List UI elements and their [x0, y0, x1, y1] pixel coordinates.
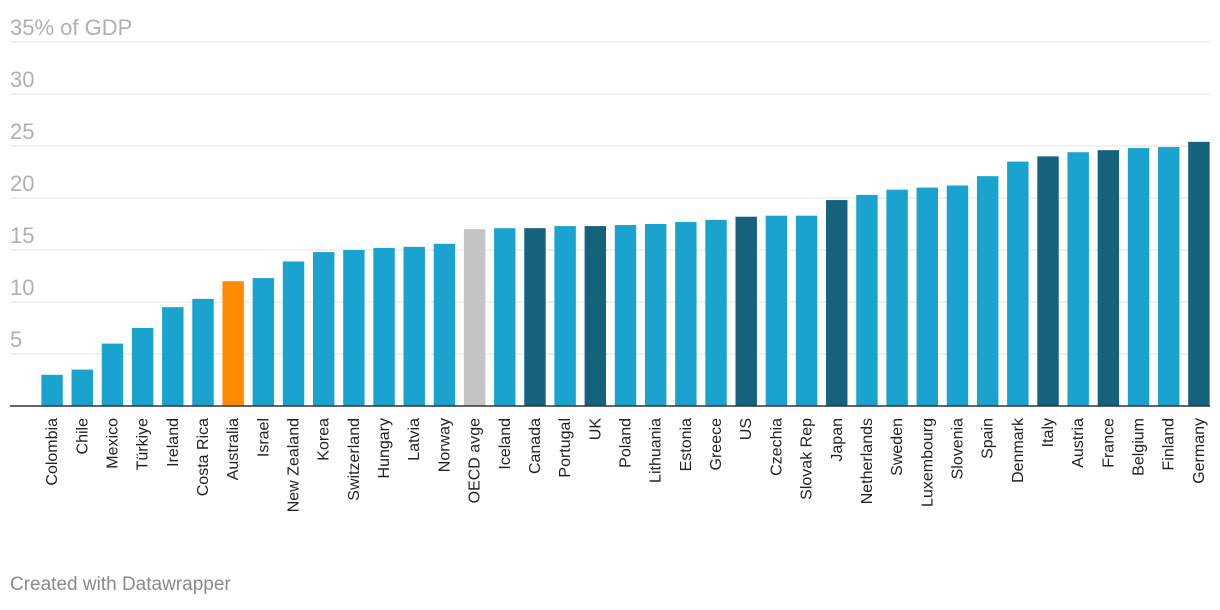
category-label: Estonia	[678, 418, 695, 471]
bar	[826, 200, 848, 406]
bar	[1188, 141, 1210, 406]
bar	[675, 221, 697, 406]
grid-lines	[10, 41, 1210, 355]
y-tick-label: 25	[10, 119, 34, 144]
bar	[1158, 147, 1180, 407]
category-label: Colombia	[44, 418, 61, 486]
category-label: Austria	[1070, 418, 1087, 468]
bar	[584, 226, 607, 406]
category-label: Greece	[708, 418, 725, 471]
category-label: Mexico	[104, 418, 121, 469]
category-label: France	[1100, 418, 1117, 468]
bar	[705, 219, 727, 406]
category-label: Canada	[527, 418, 544, 474]
bar	[886, 189, 908, 406]
category-label: Slovenia	[949, 418, 966, 479]
bar	[765, 215, 788, 406]
category-label: Korea	[316, 418, 333, 461]
category-label: Czechia	[768, 418, 785, 476]
category-label: Portugal	[557, 418, 574, 478]
category-label: Sweden	[889, 418, 906, 476]
bar	[192, 298, 214, 406]
category-label: Ireland	[165, 418, 182, 467]
category-label: Iceland	[497, 418, 514, 470]
category-label: Israel	[255, 418, 272, 457]
y-tick-label: 20	[10, 171, 34, 196]
bars	[41, 141, 1210, 407]
category-label: Japan	[829, 418, 846, 462]
y-tick-label: 10	[10, 275, 34, 300]
bar	[1007, 161, 1029, 406]
category-label: Netherlands	[859, 418, 876, 504]
category-label: Australia	[225, 418, 242, 480]
category-label: Slovak Rep	[799, 418, 816, 500]
bar	[41, 374, 63, 406]
bar	[644, 224, 667, 406]
bar	[735, 216, 757, 406]
bar	[312, 252, 335, 406]
bar	[162, 307, 184, 406]
category-label: Luxembourg	[919, 418, 936, 507]
bar	[976, 176, 999, 406]
bar	[131, 328, 154, 406]
bar	[403, 246, 425, 406]
bar	[343, 250, 365, 406]
category-label: Belgium	[1131, 418, 1148, 476]
credit-text: Created with Datawrapper	[10, 574, 231, 595]
category-label: Germany	[1191, 418, 1208, 484]
category-label: Hungary	[376, 418, 393, 478]
bar	[554, 226, 576, 406]
category-label: Norway	[436, 418, 453, 472]
bar	[614, 225, 637, 406]
category-label: Switzerland	[346, 418, 363, 501]
bar	[101, 343, 124, 406]
y-tick-label: 5	[10, 327, 22, 352]
bar	[856, 194, 878, 406]
y-tick-label: 35% of GDP	[10, 15, 132, 40]
category-label: Türkiye	[135, 418, 152, 471]
bar	[1097, 150, 1120, 406]
bar	[916, 187, 939, 406]
y-tick-label: 30	[10, 67, 34, 92]
x-axis-category-labels: Colombia Chile Mexico Türkiye Ireland Costa R…	[44, 417, 1208, 512]
bar	[524, 228, 546, 406]
bar	[1037, 156, 1059, 406]
y-tick-label: 15	[10, 223, 34, 248]
category-label: Chile	[74, 418, 91, 455]
category-label: Italy	[1040, 418, 1057, 447]
category-label: Denmark	[1010, 417, 1027, 483]
category-label: Poland	[618, 418, 635, 468]
category-label: Finland	[1161, 418, 1178, 470]
bar	[252, 278, 275, 406]
bar	[463, 229, 486, 406]
bar	[433, 243, 456, 406]
bar	[795, 215, 818, 406]
bar	[71, 369, 93, 406]
category-label: New Zealand	[286, 418, 303, 512]
bar	[373, 247, 395, 406]
bar	[1067, 152, 1089, 406]
category-label: Latvia	[406, 418, 423, 461]
bar	[1127, 148, 1150, 406]
bar	[282, 261, 305, 406]
category-label: OECD avge	[467, 418, 484, 503]
category-label: Costa Rica	[195, 418, 212, 496]
bar	[946, 185, 969, 406]
category-label: Lithuania	[648, 418, 665, 483]
bar	[494, 228, 516, 406]
y-axis-tick-labels: 5 10 15 20 25 30 35% of GDP	[10, 15, 132, 352]
bar	[222, 281, 244, 406]
category-label: Spain	[980, 418, 997, 459]
category-label: UK	[587, 418, 604, 441]
category-label: US	[738, 418, 755, 440]
